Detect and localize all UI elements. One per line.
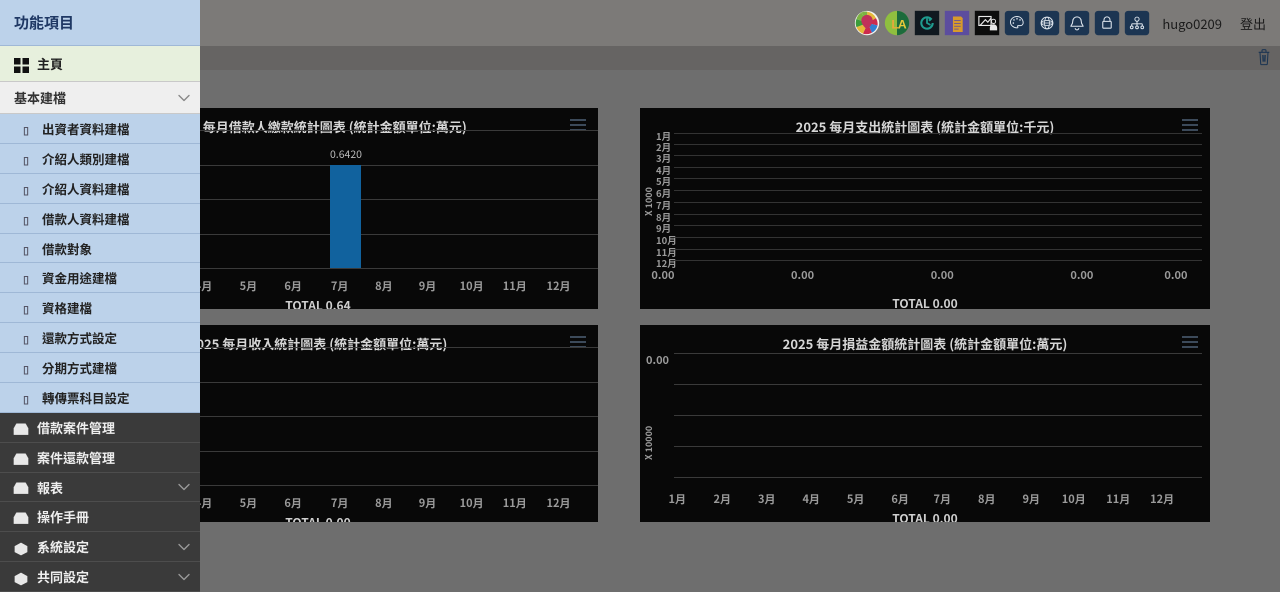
svg-text:A: A bbox=[898, 18, 907, 32]
